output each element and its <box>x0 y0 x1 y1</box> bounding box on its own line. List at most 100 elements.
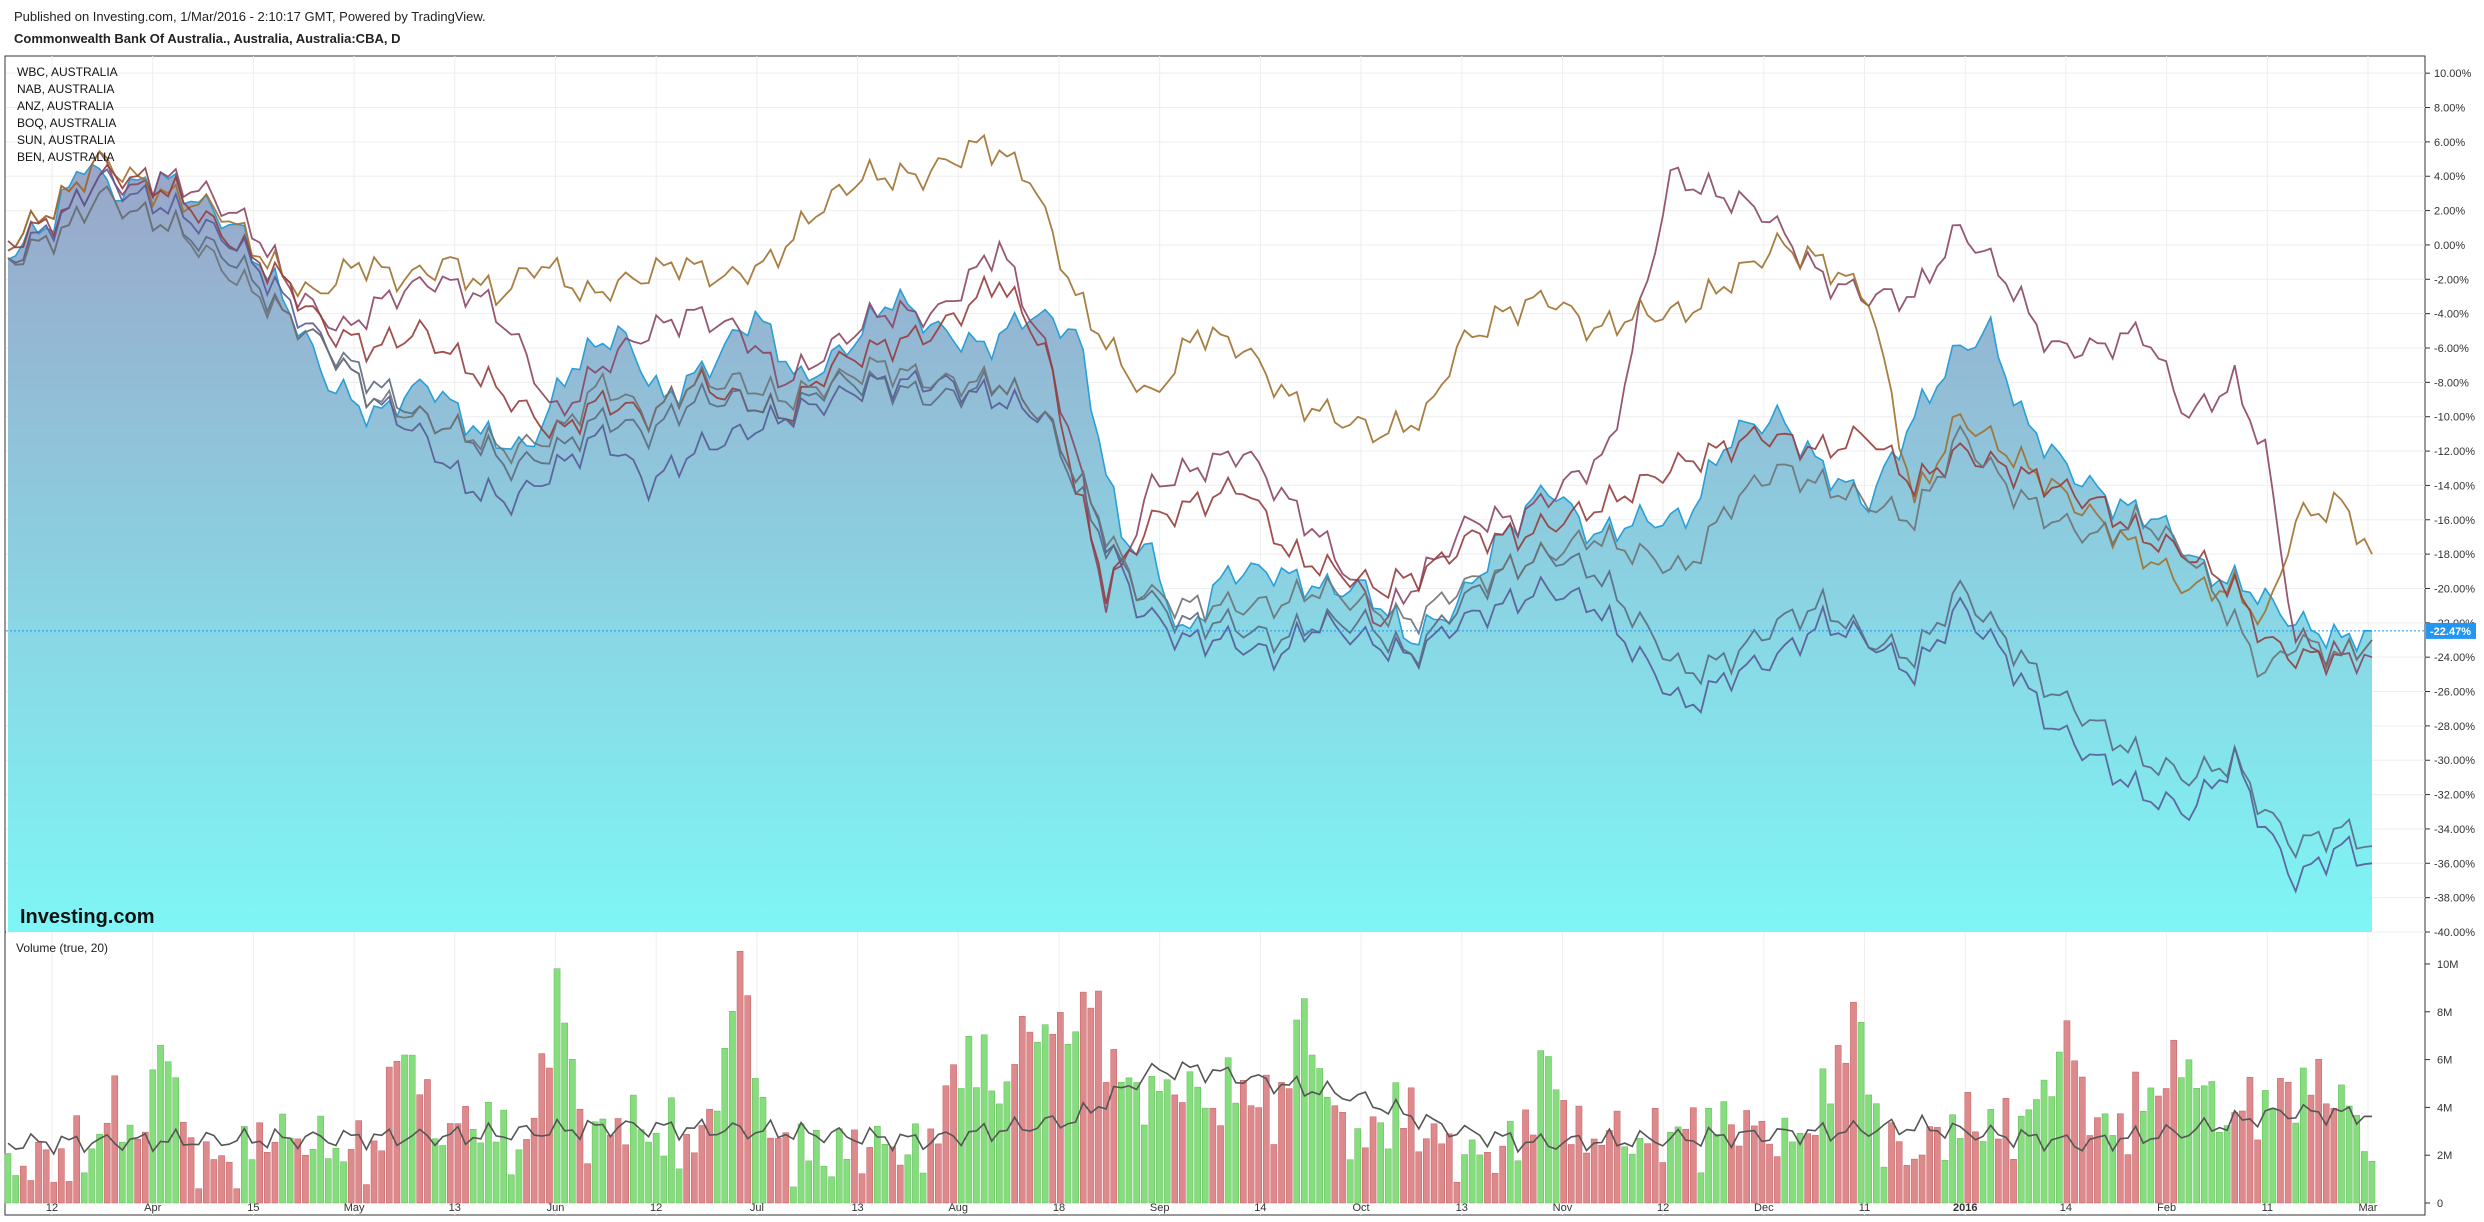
volume-bar <box>1186 1071 1194 1204</box>
legend-item: ANZ, AUSTRALIA <box>17 99 114 113</box>
volume-bar <box>1247 1105 1255 1204</box>
chart-subtitle: Commonwealth Bank Of Australia., Austral… <box>14 31 401 46</box>
volume-bar <box>65 1181 73 1204</box>
volume-bar <box>355 1120 363 1204</box>
volume-bar <box>965 1035 973 1204</box>
volume-bar <box>2208 1081 2216 1204</box>
volume-bar <box>614 1118 622 1204</box>
volume-bar <box>1301 998 1308 1204</box>
volume-bar <box>622 1144 629 1204</box>
volume-bar <box>1766 1143 1773 1204</box>
volume-bar <box>1499 1145 1506 1204</box>
y-tick-label: -24.00% <box>2434 652 2475 664</box>
volume-bar <box>1956 1138 1964 1204</box>
volume-bar <box>286 1137 294 1204</box>
volume-bar <box>50 1182 58 1204</box>
legend-item: BOQ, AUSTRALIA <box>17 116 116 130</box>
volume-bar <box>1156 1091 1163 1204</box>
volume-moving-average <box>7 1061 2373 1156</box>
y-tick-label: -18.00% <box>2434 549 2475 561</box>
volume-bar <box>2261 1090 2269 1204</box>
volume-bar <box>1392 1082 1400 1204</box>
volume-bar <box>912 1123 919 1204</box>
volume-bar <box>774 1138 782 1204</box>
volume-bar <box>172 1077 180 1204</box>
volume-bar <box>2353 1115 2361 1204</box>
y-tick-label: -4.00% <box>2434 309 2469 321</box>
volume-bar <box>1583 1152 1590 1204</box>
volume-bar <box>1796 1133 1804 1204</box>
volume-bar <box>1674 1126 1682 1204</box>
volume-bar <box>698 1125 706 1204</box>
y-tick-label: 4.00% <box>2434 171 2465 183</box>
y-tick-label: -30.00% <box>2434 755 2475 767</box>
y-tick-label: -32.00% <box>2434 790 2475 802</box>
x-tick-label: 13 <box>449 1202 461 1214</box>
volume-bar <box>2300 1067 2307 1204</box>
volume-bar <box>1888 1122 1895 1204</box>
volume-bar <box>1987 1109 1995 1204</box>
volume-bar <box>1590 1138 1598 1204</box>
volume-bar <box>1865 1094 1872 1204</box>
volume-bar <box>347 1149 355 1204</box>
legend: WBC, AUSTRALIA NAB, AUSTRALIA ANZ, AUSTRAL… <box>17 65 118 164</box>
volume-bar <box>1339 1112 1346 1204</box>
volume-bar <box>691 1152 698 1204</box>
volume-bar <box>1484 1152 1491 1204</box>
volume-bar <box>858 1173 866 1204</box>
volume-bar <box>2017 1115 2025 1204</box>
volume-bar <box>1133 1082 1140 1204</box>
y-tick-label: -16.00% <box>2434 515 2475 527</box>
volume-bar <box>904 1154 912 1204</box>
volume-bar <box>1415 1151 1423 1204</box>
volume-bar <box>2223 1125 2231 1204</box>
y-tick-label: 10.00% <box>2434 68 2472 80</box>
volume-bar <box>1118 1081 1125 1204</box>
volume-bar <box>996 1103 1003 1204</box>
volume-bar <box>721 1048 729 1204</box>
volume-bar <box>1293 1019 1301 1204</box>
volume-bar <box>1384 1148 1392 1204</box>
current-value-marker: -22.47% <box>6 622 2476 639</box>
volume-tick-label: 10M <box>2437 959 2458 971</box>
volume-bar <box>1697 1172 1705 1204</box>
volume-bar <box>1690 1107 1697 1204</box>
volume-bar <box>1651 1108 1659 1204</box>
volume-bar <box>1995 1138 2002 1204</box>
volume-bar <box>1949 1114 1956 1204</box>
legend-item: BEN, AUSTRALIA <box>17 150 114 164</box>
volume-bar <box>790 1186 797 1204</box>
volume-bar <box>35 1142 42 1204</box>
volume-bar <box>1857 1022 1865 1204</box>
y-tick-label: -12.00% <box>2434 446 2475 458</box>
volume-bar <box>1506 1121 1514 1204</box>
volume-bar <box>1972 1131 1979 1204</box>
volume-bar <box>935 1143 942 1204</box>
volume-bar <box>1308 1054 1316 1204</box>
volume-bar <box>1224 1057 1232 1204</box>
volume-bar <box>1621 1146 1628 1204</box>
volume-bar <box>683 1134 690 1204</box>
volume-bar <box>2147 1087 2155 1204</box>
volume-bar <box>393 1061 401 1204</box>
volume-bar <box>828 1176 835 1204</box>
volume-bar <box>317 1115 324 1204</box>
volume-bar <box>2246 1077 2254 1204</box>
volume-bar <box>1057 1012 1064 1204</box>
volume-bar <box>1606 1130 1613 1204</box>
volume-bar <box>2231 1112 2239 1204</box>
cba-line <box>7 163 2373 654</box>
volume-bar <box>1941 1159 1949 1204</box>
x-tick-label: 14 <box>2060 1202 2072 1214</box>
volume-bar <box>12 1175 19 1204</box>
volume-bar <box>134 1138 141 1204</box>
volume-bar <box>2033 1099 2040 1204</box>
x-tick-label: Jul <box>750 1202 764 1214</box>
volume-bar <box>2078 1076 2086 1204</box>
volume-bar <box>1285 1088 1293 1204</box>
volume-bar <box>1377 1122 1384 1204</box>
current-value-label: -22.47% <box>2430 626 2471 638</box>
volume-bar <box>1262 1074 1270 1204</box>
volume-bar <box>1834 1045 1842 1204</box>
